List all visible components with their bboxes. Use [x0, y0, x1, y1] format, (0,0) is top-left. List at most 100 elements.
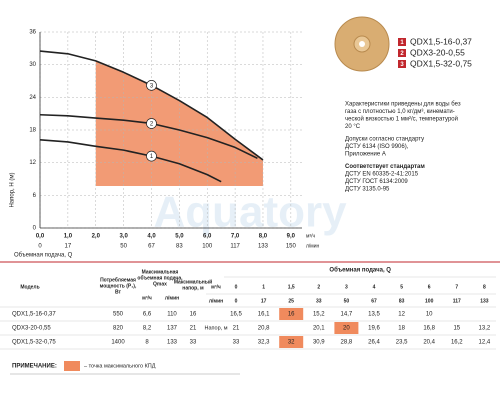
th-flow-l: 17 — [261, 298, 267, 304]
x-tick-label: 9,0 — [287, 234, 296, 240]
th-flow-l: 33 — [316, 298, 322, 304]
th-flow-l: 83 — [399, 298, 405, 304]
th-qmax-m3: м³/ч — [142, 295, 152, 301]
legend-swatch — [398, 38, 406, 46]
table-cell: 10 — [426, 312, 433, 318]
x2-tick-label: 0 — [38, 244, 42, 250]
info-text: газа с плотностью 1,0 кг/дм³, кинемати- — [345, 109, 455, 115]
th-flow-m3: 4 — [373, 284, 376, 290]
x-unit: м³/ч — [306, 233, 315, 239]
table-cell: 30,9 — [313, 340, 325, 346]
table-cell: 16 — [190, 312, 197, 318]
curve-badge — [146, 118, 157, 129]
table-cell: QDX1,5-16-0,37 — [12, 312, 56, 318]
table-cell: 550 — [113, 312, 124, 318]
info-text: ДСТУ 6134 (ISO 9906), — [345, 144, 409, 150]
table-cell: 20,4 — [423, 340, 435, 346]
x2-tick-label: 50 — [120, 244, 127, 250]
table-cell: 32 — [288, 340, 295, 346]
x-tick-label: 7,0 — [231, 234, 240, 240]
table-cell: 20,1 — [313, 326, 325, 332]
info-text: Допуски согласно стандарту — [345, 137, 424, 143]
curve-badge — [146, 80, 157, 91]
th-power: Потребляемая — [100, 276, 136, 283]
th-flow-m3: 6 — [428, 284, 431, 290]
table-cell: 20,8 — [258, 326, 270, 332]
th-flow-m3: 3 — [345, 284, 348, 290]
note-label: ПРИМЕЧАНИЕ: — [12, 364, 57, 370]
table-cell: 15,2 — [313, 312, 325, 318]
x-tick-label: 4,0 — [147, 234, 156, 240]
th-flow-l: 117 — [453, 298, 461, 304]
x-axis-title: Объемная подача, Q — [14, 253, 73, 259]
table-cell: 28,8 — [341, 340, 353, 346]
x2-tick-label: 133 — [258, 244, 269, 250]
best-cell — [334, 322, 359, 334]
table-cell: 19,6 — [368, 326, 380, 332]
th-qmax: объемная подача, — [137, 274, 183, 281]
table-cell: 15 — [453, 326, 460, 332]
info-text: 20 °С — [345, 124, 361, 130]
table-cell: 133 — [167, 340, 178, 346]
legend-label: QDX1,5-32-0,75 — [410, 58, 472, 68]
table-cell: 16,1 — [258, 312, 270, 318]
x-tick-label: 6,0 — [203, 234, 212, 240]
table-cell: 137 — [167, 326, 178, 332]
y-tick-label: 24 — [29, 95, 36, 101]
table-cell: 820 — [113, 326, 124, 332]
table-cell: 13,5 — [368, 312, 380, 318]
th-flow-m3: 7 — [455, 284, 458, 290]
th-power: Вт — [115, 289, 122, 295]
th-flow-m3: 1,5 — [288, 284, 295, 290]
th-model: Модель — [20, 284, 39, 290]
th-head: Напор, м — [205, 325, 228, 331]
th-unit-l: л/мин — [209, 298, 223, 304]
th-flow-m3: 0 — [235, 284, 238, 290]
note-text: – точка максимального КПД — [84, 363, 156, 369]
info-text: ДСТУ EN 60335-2-41:2015 — [345, 172, 419, 178]
y-tick-label: 6 — [33, 193, 37, 199]
th-flow-m3: 5 — [400, 284, 403, 290]
max-efficiency-zone — [95, 60, 263, 186]
x2-tick-label: 117 — [230, 244, 240, 250]
table-cell: 12,4 — [479, 340, 491, 346]
table-cell: 8,2 — [143, 326, 152, 332]
y-tick-label: 12 — [29, 160, 36, 166]
x-tick-label: 3,0 — [119, 234, 128, 240]
info-text: ДСТУ 3135.0-95 — [345, 187, 390, 193]
table-cell: 21 — [190, 326, 197, 332]
table-cell: 21 — [233, 326, 240, 332]
th-flow-l: 100 — [425, 298, 434, 304]
table-cell: 16,5 — [230, 312, 242, 318]
x-tick-label: 2,0 — [92, 234, 101, 240]
th-qmax: Qmax — [153, 281, 167, 287]
table-cell: 16,2 — [451, 340, 463, 346]
th-unit-m3: м³/ч — [211, 284, 221, 290]
curve-badge-label: 1 — [150, 154, 154, 160]
th-flow-l: 67 — [371, 298, 377, 304]
table-cell: 14,7 — [341, 312, 353, 318]
th-power: мощность (P₁), — [100, 283, 137, 289]
info-text: ДСТУ ГОСТ 6134:2009 — [345, 179, 408, 185]
table-cell: 16 — [288, 312, 295, 318]
x2-tick-label: 150 — [286, 244, 297, 250]
legend-label: QDX1,5-16-0,37 — [410, 36, 472, 46]
table-cell: 12 — [398, 312, 405, 318]
table-cell: 6,6 — [143, 312, 152, 318]
legend-swatch — [398, 49, 406, 57]
table-cell: 8 — [145, 340, 149, 346]
curve — [39, 139, 222, 183]
th-hmax: Максимальный — [174, 278, 212, 285]
th-qmax: Максимальная — [142, 269, 179, 275]
y-tick-label: 0 — [33, 226, 37, 232]
table-cell: 16,8 — [423, 326, 435, 332]
best-cell — [279, 336, 304, 348]
y-tick-label: 30 — [29, 62, 36, 68]
info-heading: Соответствует стандартам — [345, 164, 425, 170]
th-flow-l: 133 — [480, 298, 489, 304]
x2-tick-label: 83 — [176, 244, 183, 250]
table-cell: 20 — [343, 326, 350, 332]
th-flow-m3: 1 — [262, 284, 265, 290]
th-flow-l: 25 — [288, 298, 294, 304]
